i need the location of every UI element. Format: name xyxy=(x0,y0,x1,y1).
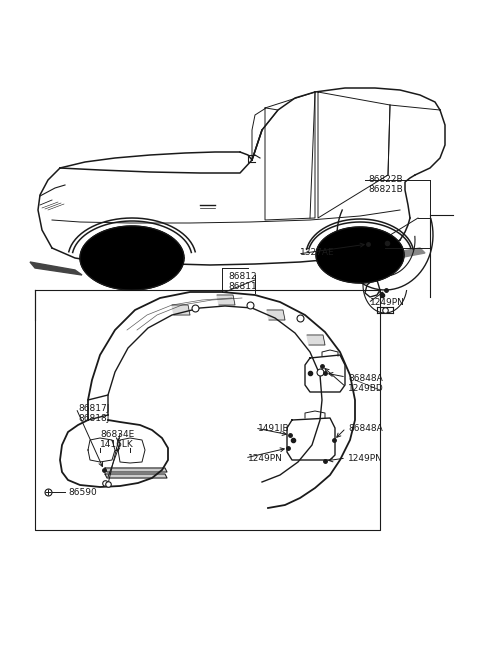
Polygon shape xyxy=(307,335,325,345)
Polygon shape xyxy=(316,227,404,283)
Polygon shape xyxy=(105,468,167,472)
Polygon shape xyxy=(217,295,235,305)
Text: 86811: 86811 xyxy=(228,282,257,291)
Text: 1249PN: 1249PN xyxy=(248,454,283,463)
Text: 86848A: 86848A xyxy=(348,374,383,383)
Polygon shape xyxy=(105,474,167,478)
Text: 86821B: 86821B xyxy=(368,185,403,194)
Text: 86590: 86590 xyxy=(68,488,97,497)
Text: 86818J: 86818J xyxy=(78,414,109,423)
Text: 1249PN: 1249PN xyxy=(370,298,405,307)
Polygon shape xyxy=(80,226,184,290)
Text: 1249BD: 1249BD xyxy=(348,384,384,393)
Text: 86848A: 86848A xyxy=(348,424,383,433)
Polygon shape xyxy=(30,262,82,275)
Polygon shape xyxy=(385,248,425,260)
Text: 1327AE: 1327AE xyxy=(300,248,335,257)
Text: 86812: 86812 xyxy=(228,272,257,281)
Text: 1416LK: 1416LK xyxy=(100,440,134,449)
Polygon shape xyxy=(267,310,285,320)
Text: 1249PN: 1249PN xyxy=(348,454,383,463)
Text: 86822B: 86822B xyxy=(368,175,403,184)
Text: 1491JB: 1491JB xyxy=(258,424,289,433)
Text: 86817J: 86817J xyxy=(78,404,109,413)
Text: 86834E: 86834E xyxy=(100,430,134,439)
Polygon shape xyxy=(172,305,190,315)
